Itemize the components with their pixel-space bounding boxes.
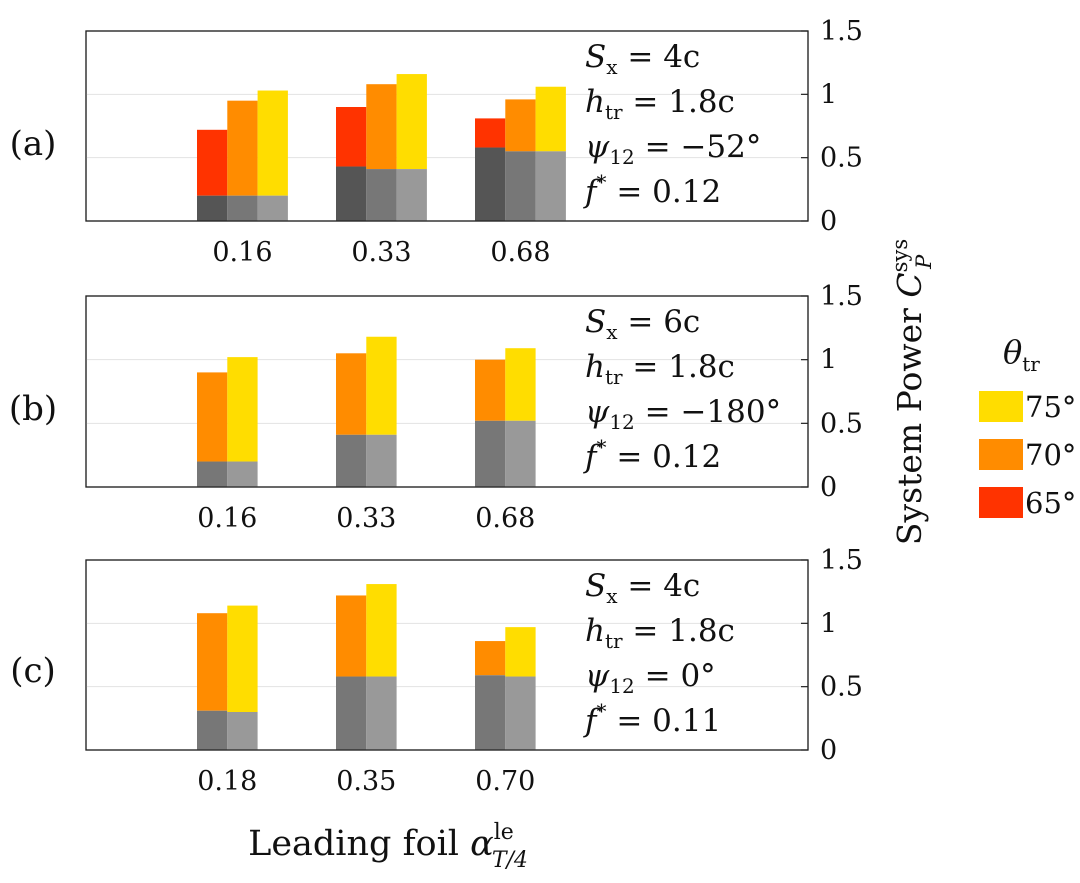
annotation-line: Sx = 6c [585,304,700,344]
axes-border [85,295,809,488]
x-category-label: 0.68 [475,503,535,534]
bar-base-gray-group-2 [366,434,397,487]
bar-base-gray-group-1 [197,195,228,221]
annotation-line: Sx = 4c [585,568,700,608]
bar-base-gray-group-3 [505,420,536,487]
bar-base-gray-group-1 [227,461,258,487]
bar-base-gray-group-3 [505,151,536,221]
bar-base-gray-group-2 [336,434,367,487]
ytick-label: 1.5 [820,16,863,47]
bar-70deg-group-2 [336,595,367,677]
legend: θtr 75° 70° 65° [979,333,1076,520]
ytick-label: 1.5 [820,545,863,576]
legend-swatch-70deg [979,439,1023,470]
panel-b: 0 0.5 1 1.5 0.16 0.33 0.68 (b) Sx = 6c htr = 1.8c… [9,281,863,534]
bar-base-gray-group-3 [505,676,536,750]
bar-70deg-group-3 [475,641,506,676]
bar-70deg-group-1 [227,100,258,196]
bar-70deg-group-2 [366,84,397,170]
bar-75deg-group-3 [505,627,536,677]
ytick-label: 0.5 [820,143,863,174]
legend-title: θtr [1003,333,1040,376]
bar-75deg-group-2 [396,74,427,170]
axes-border [85,559,809,751]
bar-base-gray-group-2 [396,169,427,221]
annotation-line: htr = 1.8c [585,349,735,389]
bar-75deg-group-2 [366,584,397,677]
ytick-label: 0.5 [820,408,863,439]
ytick-label: 0 [820,206,837,237]
annotation-line: ψ12 = −180° [585,394,781,434]
panel-label: (a) [10,124,57,164]
y-axis-label: System Power CsysP [888,239,936,545]
bar-70deg-group-2 [336,353,367,435]
x-category-label: 0.35 [336,766,396,797]
annotation-line: ψ12 = −52° [585,129,761,169]
bar-75deg-group-2 [366,336,397,435]
annotation-line: htr = 1.8c [585,84,735,124]
panel-label: (b) [9,389,57,429]
bar-75deg-group-1 [227,605,258,712]
ytick-label: 0 [820,735,837,766]
bar-base-gray-group-3 [475,147,506,221]
panel-label: (c) [10,651,56,691]
x-category-label: 0.68 [490,237,550,268]
bar-70deg-group-1 [197,372,228,462]
bar-75deg-group-3 [535,86,566,152]
bar-base-gray-group-3 [475,675,506,750]
axes-border [85,30,809,222]
ytick-label: 1.5 [820,281,863,312]
bar-75deg-group-3 [505,348,536,421]
x-category-label: 0.33 [351,237,411,268]
bar-base-gray-group-2 [336,676,367,750]
panel-a: 0 0.5 1 1.5 0.16 0.33 0.68 (a) Sx = 4c htr = 1.8c… [10,16,863,268]
legend-label: 65° [1025,486,1076,520]
bar-base-gray-group-1 [197,710,228,750]
bar-75deg-group-1 [257,90,288,196]
ytick-label: 0.5 [820,672,863,703]
x-category-label: 0.16 [197,503,257,534]
bar-70deg-group-3 [505,99,536,152]
ytick-label: 0 [820,472,837,503]
x-category-label: 0.70 [475,766,535,797]
bar-base-gray-group-3 [535,151,566,221]
bar-65deg-group-3 [475,118,506,148]
bar-base-gray-group-3 [475,420,506,487]
annotation-line: Sx = 4c [585,39,700,79]
annotation-line: htr = 1.8c [585,613,735,653]
bar-base-gray-group-1 [257,195,288,221]
x-category-label: 0.18 [197,766,257,797]
ytick-label: 1 [820,608,837,639]
x-category-label: 0.16 [212,237,272,268]
legend-swatch-75deg [979,391,1023,422]
panel-c: 0 0.5 1 1.5 0.18 0.35 0.70 (c) Sx = 4c htr = 1.8c… [10,545,863,797]
legend-swatch-65deg [979,487,1023,518]
x-category-label: 0.33 [336,503,396,534]
bar-base-gray-group-1 [227,195,258,221]
bar-65deg-group-1 [197,129,228,196]
bar-75deg-group-1 [227,357,258,462]
bar-base-gray-group-2 [336,166,367,221]
ytick-label: 1 [820,79,837,110]
legend-label: 75° [1025,390,1076,424]
x-axis-label: Leading foil αle T/4 [248,820,528,873]
bar-base-gray-group-1 [227,712,258,750]
ytick-label: 1 [820,345,837,376]
annotation-line: ψ12 = 0° [585,658,716,698]
legend-label: 70° [1025,438,1076,472]
bar-base-gray-group-2 [366,676,397,750]
bar-70deg-group-1 [197,613,228,711]
bar-70deg-group-3 [475,359,506,421]
bar-base-gray-group-1 [197,461,228,487]
annotation-line: f* = 0.12 [583,170,721,210]
bar-65deg-group-2 [336,107,367,167]
bar-base-gray-group-2 [366,169,397,221]
